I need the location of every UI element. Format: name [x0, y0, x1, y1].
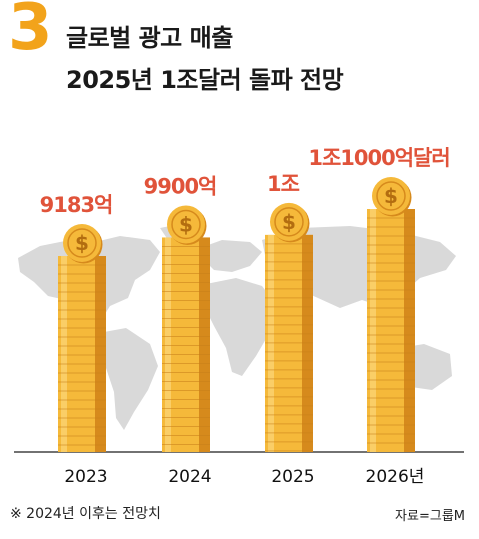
south-america-shape [100, 328, 158, 430]
bar-highlight [370, 209, 376, 452]
bar-highlight [165, 237, 171, 452]
bar-highlight [61, 256, 67, 452]
x-tick-label: 2024 [168, 467, 211, 487]
value-label: 9183억 [40, 193, 113, 217]
x-tick-label: 2026년 [366, 467, 425, 487]
dollar-sign-icon: $ [179, 212, 193, 236]
value-labels-group: 9183억 9900억 1조 1조1000억달러 [40, 146, 451, 217]
dollar-coin-icon: $ [63, 224, 103, 264]
x-tick-label: 2023 [64, 467, 107, 487]
dollar-coin-icon: $ [270, 202, 310, 243]
bar-shade [404, 209, 415, 452]
value-label: 9900억 [144, 174, 217, 198]
value-label: 1조 [267, 172, 300, 196]
dollar-sign-icon: $ [384, 184, 398, 208]
bar-2026년 [367, 209, 415, 452]
bar-2023 [58, 256, 106, 452]
footnote: ※ 2024년 이후는 전망치 [10, 506, 161, 522]
dollar-coin-icon: $ [372, 177, 412, 217]
bar-2025 [265, 234, 313, 452]
bar-shade [302, 234, 313, 452]
coin-ring [67, 228, 97, 258]
bar-highlight [268, 234, 274, 452]
bars-group [58, 209, 415, 452]
section-number: 3 [8, 0, 53, 65]
dollar-sign-icon: $ [282, 210, 296, 234]
coins-group: $ $ $ $ [63, 177, 412, 264]
chart-title-line1: 글로벌 광고 매출 [66, 24, 233, 52]
dollar-sign-icon: $ [75, 231, 89, 255]
bar-2024 [162, 237, 210, 452]
coin-ring [274, 207, 304, 237]
africa-shape [204, 278, 276, 376]
value-label: 1조1000억달러 [308, 146, 449, 170]
coin-ring [171, 209, 201, 240]
bar-shade [95, 256, 106, 452]
coin-ring [376, 181, 406, 211]
bar-shade [199, 237, 210, 452]
source-credit: 자료=그룹M [395, 509, 465, 524]
europe-shape [200, 240, 262, 272]
x-tick-label: 2025 [271, 467, 314, 487]
dollar-coin-icon: $ [167, 205, 207, 245]
header: 3 글로벌 광고 매출 2025년 1조달러 돌파 전망 [0, 0, 479, 100]
x-tick-labels-group: 2023 2024 2025 2026년 [64, 467, 424, 487]
chart-title-line2: 2025년 1조달러 돌파 전망 [66, 66, 344, 94]
